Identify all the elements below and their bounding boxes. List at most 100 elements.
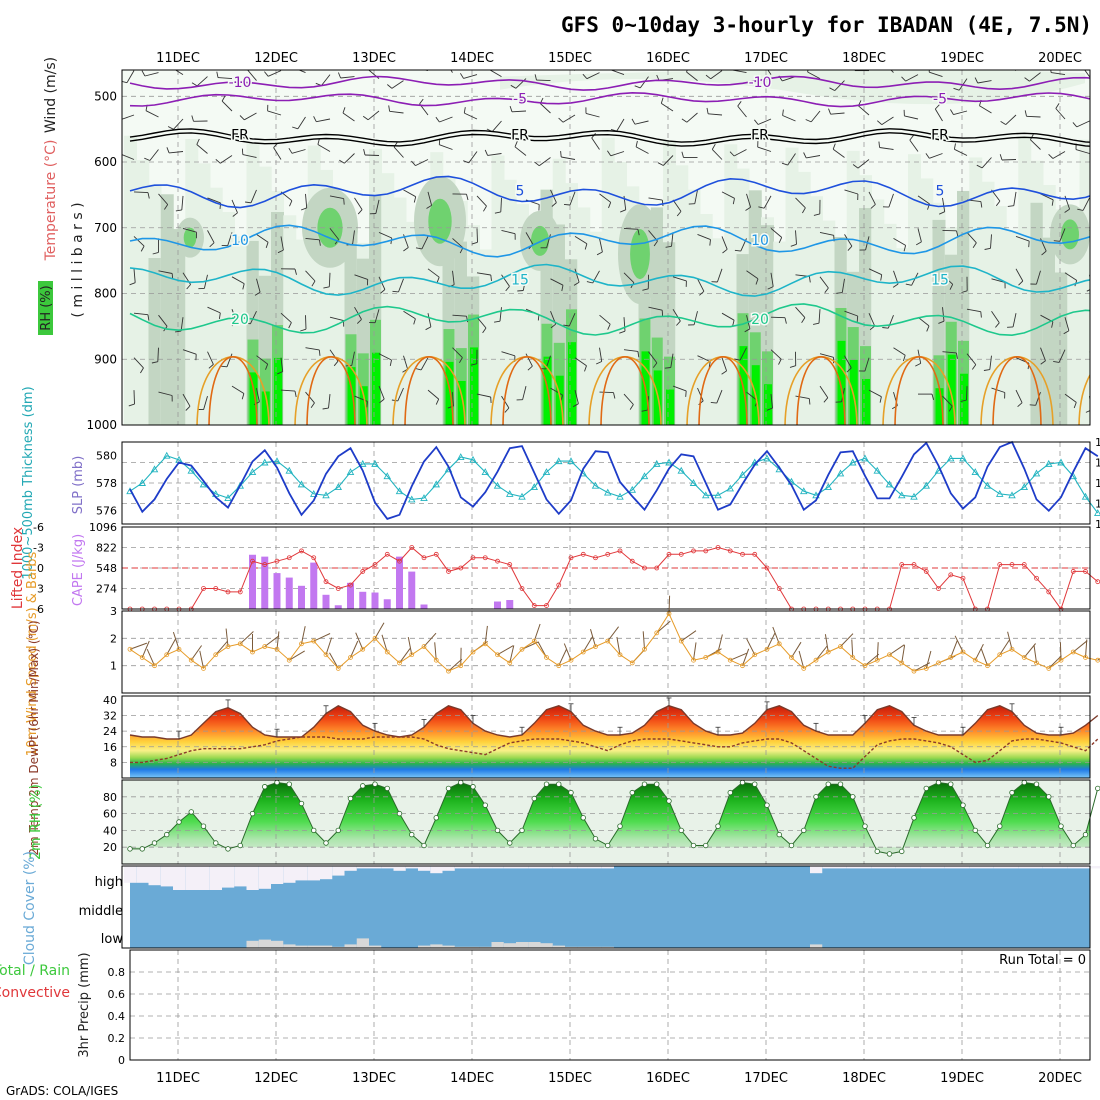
wind-barb	[841, 278, 845, 293]
wind10m-marker	[605, 638, 611, 644]
wind-barb	[942, 307, 945, 322]
slp-tick-label: 1014	[1095, 436, 1100, 449]
wind-barb	[757, 118, 772, 125]
wind-barb-flag	[294, 268, 297, 275]
top-day-label: 20DEC	[1038, 51, 1082, 66]
rh-streak	[712, 238, 725, 425]
wind-barb-flag	[778, 358, 782, 365]
wind-barb-flag	[277, 371, 283, 375]
wind-barb-flag	[1077, 208, 1084, 211]
lifted-index-tick-label: -3	[33, 542, 44, 555]
rh-streak	[261, 391, 270, 425]
lifted-index-marker	[617, 548, 623, 554]
wind-barb	[599, 193, 611, 203]
wind-barb-flag	[388, 105, 391, 112]
wind-barb	[499, 307, 502, 322]
thickness-marker	[567, 457, 575, 465]
rh-streak	[699, 213, 713, 425]
cloud-high-bar	[846, 866, 859, 869]
lifted-index-marker	[372, 562, 378, 567]
isotherm-label: 5	[516, 184, 525, 200]
wind-barb-flag	[758, 206, 765, 209]
cloud-high-bar	[981, 866, 994, 869]
rh-streak	[503, 179, 517, 425]
wind-barb-flag	[949, 284, 954, 290]
wind10m-barb	[693, 642, 697, 661]
profile-pressure-ticks: 500 600 700 800 900 1000	[86, 89, 117, 432]
wind-barb	[256, 388, 260, 402]
wind10m-barb	[301, 626, 306, 644]
wind-barb-flag	[379, 398, 385, 404]
wind-barb	[427, 313, 432, 327]
wind-barb	[501, 274, 510, 287]
rh2m-marker	[801, 827, 807, 834]
cloud-high-bar	[405, 866, 418, 869]
rh-streak	[764, 384, 772, 425]
slp-tick-label: 1008	[1095, 498, 1100, 511]
wind-barb	[661, 103, 674, 112]
wind-barb-flag	[244, 322, 251, 325]
wind-barb	[476, 195, 487, 207]
rh2m-marker	[200, 823, 207, 829]
cape-bar	[261, 556, 269, 609]
thickness-marker	[505, 489, 514, 497]
wind10m-marker	[482, 641, 488, 647]
temp-ticks: 40 32 24 16 8	[103, 694, 117, 769]
wind-barb-flag	[147, 192, 150, 199]
wind-barb	[697, 278, 705, 292]
thickness-marker	[677, 466, 686, 474]
cape-bar	[334, 605, 342, 609]
wind-barb-flag	[445, 56, 449, 60]
wind-barb	[1052, 151, 1066, 159]
wind10m-marker	[397, 660, 402, 666]
wind-barb	[834, 80, 845, 91]
rh2m-marker	[592, 836, 599, 842]
wind-barb	[133, 268, 136, 283]
wind-barb-flag	[517, 290, 524, 292]
wind-barb-flag	[961, 290, 968, 293]
wind-barb	[398, 278, 404, 293]
wind-barb-flag	[934, 104, 940, 110]
cloud-high-bar	[932, 866, 945, 869]
wind-barb-flag	[902, 355, 906, 362]
wind-barb-flag	[832, 143, 836, 150]
wind-barb	[686, 112, 698, 123]
precip-panel: 0.8 0.6 0.4 0.2 0 Run Total = 0 Total / Rain…	[0, 949, 1091, 1067]
wind10m-axis-label: 10m Wind Speed (m/s) & Barbs	[25, 551, 40, 756]
wind10m-barb	[434, 642, 437, 661]
slp-series	[126, 440, 1100, 520]
wind10m-marker	[311, 638, 317, 644]
wind-barb-flag	[140, 367, 144, 374]
wind-barb-flag	[1029, 404, 1036, 406]
wind-barb	[305, 270, 316, 282]
wind-barb	[623, 393, 634, 405]
lifted-index-marker	[409, 545, 415, 550]
cloud-level-label: high	[95, 875, 123, 890]
wind-barb-flag	[956, 230, 959, 237]
lifted-index-marker	[446, 569, 451, 574]
cloud-high-bar	[1030, 866, 1043, 869]
wind-barb	[468, 151, 478, 164]
wind-barb-flag	[1000, 121, 1007, 125]
wind-barb	[340, 76, 355, 79]
thickness-marker	[873, 466, 882, 474]
footer-credit: GrADS: COLA/IGES	[6, 1084, 118, 1098]
wind10m-barb	[146, 648, 155, 666]
wind-barb-flag	[426, 205, 432, 209]
wind10m-barb	[350, 640, 359, 658]
wind-barb-flag	[1053, 240, 1060, 242]
rh2m-marker	[335, 827, 341, 834]
cloud-high-bar	[234, 866, 247, 887]
bottom-day-label: 18DEC	[842, 1071, 886, 1086]
wind-barb	[770, 228, 782, 238]
wind-barb	[427, 389, 439, 400]
wind10m-barb	[166, 638, 176, 655]
cloud-high-bar	[1055, 866, 1068, 869]
warm-contour	[600, 356, 650, 425]
wind10m-marker	[250, 649, 255, 655]
wind-barb-flag	[363, 148, 366, 156]
wind-barb	[818, 309, 821, 324]
wind10m-marker	[176, 646, 182, 652]
wind-barb	[599, 238, 603, 253]
rh2m-marker	[739, 779, 746, 786]
